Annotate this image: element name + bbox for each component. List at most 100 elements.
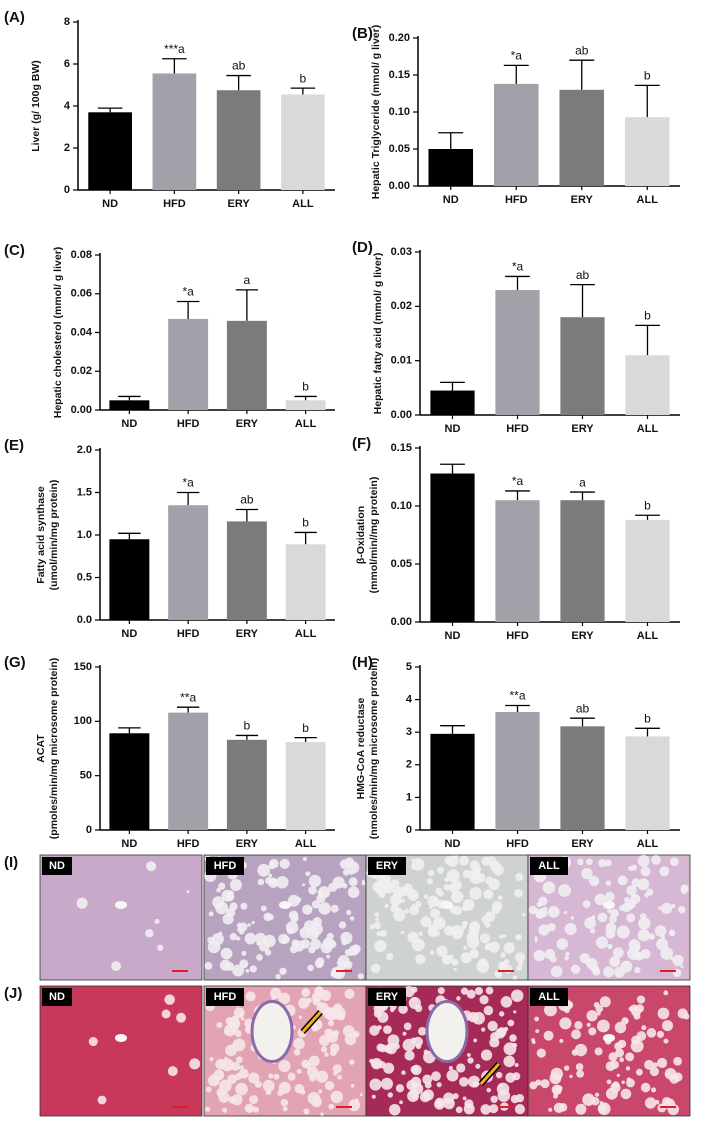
x-tick-label: ALL: [637, 838, 659, 850]
fat-droplet: [319, 1003, 324, 1009]
fat-droplet: [514, 1104, 526, 1115]
fat-droplet: [563, 910, 568, 915]
fat-droplet: [680, 884, 689, 893]
fat-droplet: [256, 941, 261, 946]
fat-droplet: [484, 911, 496, 922]
micrograph: ND: [39, 985, 203, 1117]
fat-droplet: [454, 929, 462, 938]
fat-droplet: [547, 906, 560, 918]
fat-droplet: [454, 855, 459, 859]
fat-droplet: [498, 961, 507, 971]
fat-droplet: [672, 968, 682, 978]
fat-droplet: [401, 1070, 406, 1075]
fat-droplet: [536, 1048, 546, 1058]
fat-droplet: [234, 1030, 242, 1038]
fat-droplet: [307, 964, 314, 972]
fat-droplet: [374, 882, 388, 895]
scale-bar: [336, 970, 352, 972]
fat-droplet: [594, 893, 607, 906]
fat-droplet: [605, 880, 612, 886]
fat-droplet: [350, 1083, 355, 1088]
micrograph: ERY: [365, 854, 529, 981]
fat-droplet: [510, 942, 515, 946]
bar: [226, 320, 267, 410]
fat-droplet: [336, 961, 340, 965]
fat-droplet: [661, 935, 665, 940]
fat-droplet: [436, 1082, 442, 1088]
fat-droplet: [626, 1078, 635, 1088]
fat-droplet: [320, 1112, 324, 1116]
bar: [430, 473, 475, 622]
x-tick-label: ND: [445, 838, 461, 850]
fat-droplet: [552, 1093, 559, 1099]
fat-droplet: [555, 1085, 562, 1092]
y-tick-label: 0.00: [389, 180, 410, 192]
micrograph: HFD: [203, 854, 367, 981]
bar: [495, 290, 540, 415]
fat-droplet: [252, 1106, 260, 1113]
significance-label: ab: [232, 59, 246, 73]
fat-droplet: [383, 1062, 395, 1074]
vessel: [603, 1034, 615, 1042]
fat-droplet: [683, 1013, 690, 1020]
fat-droplet: [380, 929, 387, 937]
fat-droplet: [625, 898, 636, 910]
bar: [625, 519, 670, 622]
micrograph: ALL: [527, 985, 691, 1117]
fat-droplet: [318, 1089, 323, 1094]
fat-droplet: [483, 1005, 494, 1016]
fat-droplet: [247, 923, 251, 927]
fat-droplet: [466, 989, 476, 999]
fat-droplet: [307, 1066, 319, 1078]
fat-droplet: [476, 960, 490, 973]
fat-droplet: [563, 1007, 570, 1014]
fat-droplet: [427, 895, 439, 908]
fat-droplet: [276, 876, 289, 889]
fat-droplet: [374, 912, 379, 917]
fat-droplet: [76, 897, 88, 909]
fat-droplet: [459, 855, 469, 866]
fat-droplet: [529, 1081, 538, 1090]
significance-label: *a: [182, 476, 194, 490]
fat-droplet: [661, 1020, 673, 1032]
scale-bar: [172, 1106, 188, 1108]
fat-droplet: [229, 1015, 240, 1026]
x-tick-label: ERY: [571, 194, 594, 206]
y-tick-label: 4: [64, 100, 71, 112]
fat-droplet: [205, 1086, 212, 1093]
fat-droplet: [575, 1063, 584, 1071]
fat-droplet: [244, 1103, 255, 1114]
fat-droplet: [651, 1087, 657, 1093]
y-tick-label: 1.5: [77, 486, 92, 498]
bar: [559, 89, 605, 186]
bar: [428, 149, 474, 186]
x-tick-label: HFD: [163, 198, 186, 210]
fat-droplet: [616, 1073, 620, 1077]
fat-droplet: [145, 929, 154, 938]
fat-droplet: [559, 1017, 572, 1030]
fat-droplet: [377, 1011, 389, 1023]
fat-droplet: [589, 928, 596, 934]
fat-droplet: [222, 1107, 228, 1113]
fat-droplet: [371, 1060, 380, 1069]
x-tick-label: ERY: [236, 418, 259, 430]
y-tick-label: 0.00: [71, 404, 92, 416]
fat-droplet: [536, 902, 542, 908]
fat-droplet: [564, 955, 569, 961]
panel-label: (I): [4, 854, 18, 871]
fat-droplet: [619, 905, 625, 911]
fat-droplet: [410, 1076, 422, 1088]
fat-droplet: [88, 1037, 98, 1047]
fat-droplet: [594, 1092, 600, 1097]
fat-droplet: [398, 1004, 408, 1014]
fat-droplet: [489, 860, 501, 872]
bar: [109, 400, 150, 410]
fat-droplet: [663, 990, 669, 996]
fat-droplet: [238, 929, 245, 935]
fat-droplet: [404, 908, 409, 914]
fat-droplet: [569, 1074, 573, 1079]
fat-droplet: [375, 917, 380, 922]
fat-droplet: [460, 952, 472, 964]
fat-droplet: [556, 938, 569, 950]
fat-droplet: [161, 1009, 171, 1019]
